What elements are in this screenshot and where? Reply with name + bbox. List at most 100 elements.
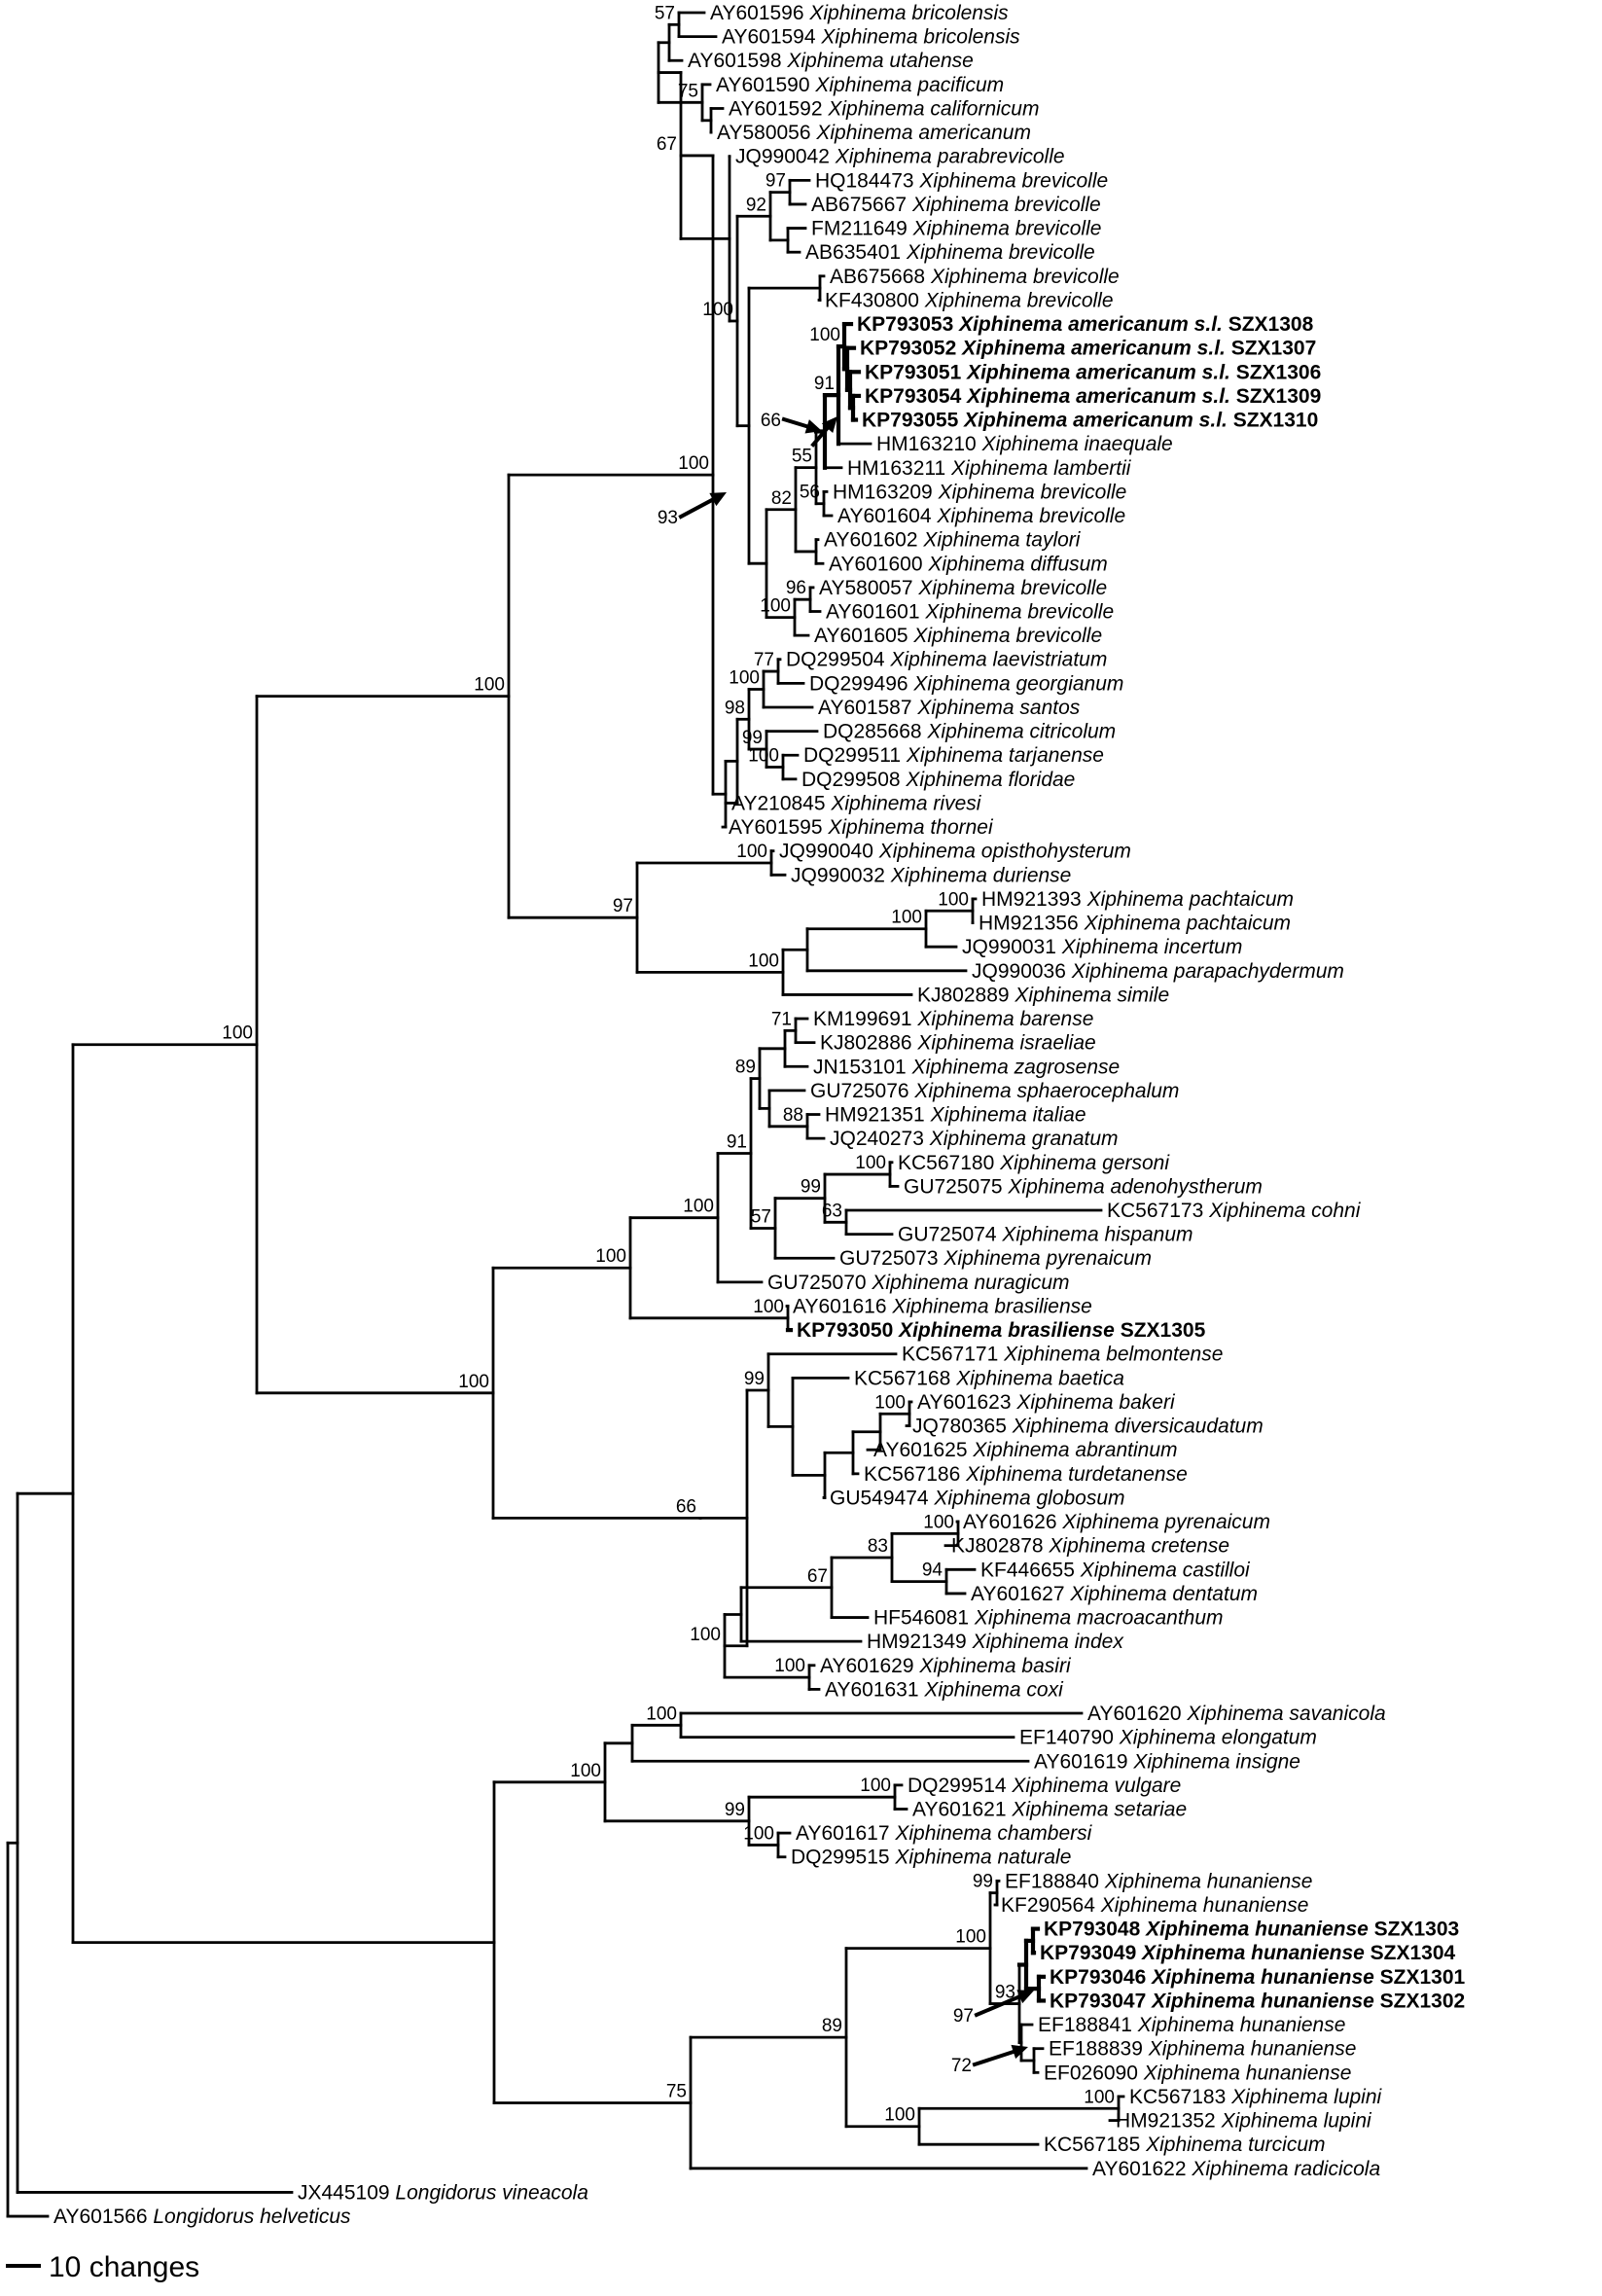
clade-arrow-shaft (678, 496, 716, 520)
bootstrap-label: 100 (923, 1512, 954, 1532)
clade-arrow-head (1016, 1990, 1034, 2004)
leaf-label: JQ990031 Xiphinema incertum (962, 936, 1242, 958)
leaf-label: AY601626 Xiphinema pyrenaicum (963, 1511, 1270, 1533)
leaf-label: AY601627 Xiphinema dentatum (971, 1583, 1258, 1605)
leaf-label: KJ802886 Xiphinema israeliae (820, 1032, 1096, 1055)
leaf-label: JQ990036 Xiphinema parapachydermum (972, 960, 1344, 983)
leaf-label: AY601602 Xiphinema taylori (824, 529, 1082, 552)
leaf-label: DQ299508 Xiphinema floridae (801, 769, 1075, 791)
clade-arrow-head (709, 492, 727, 507)
bootstrap-label: 55 (792, 447, 812, 467)
leaf-label: AY601592 Xiphinema californicum (729, 97, 1039, 120)
leaf-label: AY601601 Xiphinema brevicolle (826, 601, 1114, 624)
leaf-label: JQ240273 Xiphinema granatum (830, 1128, 1119, 1150)
leaf-label: KJ802878 Xiphinema cretense (951, 1535, 1229, 1558)
bootstrap-label: 93 (995, 1983, 1015, 2003)
bootstrap-label: 56 (800, 483, 820, 503)
bootstrap-label: 91 (727, 1132, 747, 1153)
leaf-label: KP793049 Xiphinema hunaniense SZX1304 (1040, 1942, 1456, 1964)
leaf-label: AY601587 Xiphinema santos (818, 697, 1081, 719)
bootstrap-label: 100 (774, 1656, 805, 1676)
bootstrap-label: 100 (748, 746, 779, 767)
clade-arrow-shaft (974, 1993, 1022, 2018)
bootstrap-label: 97 (613, 896, 633, 916)
bootstrap-label: 100 (874, 1392, 906, 1413)
leaf-label: AY601616 Xiphinema brasiliense (793, 1295, 1092, 1317)
leaf-label: HM163209 Xiphinema brevicolle (833, 481, 1126, 503)
leaf-label: KP793054 Xiphinema americanum s.l. SZX13… (865, 385, 1321, 408)
leaf-label: KP793048 Xiphinema hunaniense SZX1303 (1044, 1919, 1459, 1941)
leaf-label: KC567168 Xiphinema baetica (854, 1367, 1124, 1389)
leaf-label: JQ990040 Xiphinema opisthohysterum (779, 841, 1131, 863)
clade-arrow-head (804, 419, 822, 434)
leaf-label: AB635401 Xiphinema brevicolle (805, 241, 1095, 264)
bootstrap-label: 100 (891, 908, 922, 928)
bootstrap-label: 100 (646, 1704, 677, 1724)
leaf-label: KC567185 Xiphinema turcicum (1044, 2134, 1326, 2156)
bootstrap-label: 66 (676, 1496, 696, 1517)
leaf-label: GU725073 Xiphinema pyrenaicum (839, 1247, 1152, 1270)
bootstrap-label: 99 (725, 1800, 745, 1820)
leaf-label: EF188840 Xiphinema hunaniense (1005, 1870, 1312, 1892)
arrow-bootstrap-label: 66 (761, 411, 781, 431)
leaf-label: JQ780365 Xiphinema diversicaudatum (912, 1416, 1264, 1438)
leaf-label: AY601598 Xiphinema utahense (688, 50, 974, 72)
leaf-label: EF026090 Xiphinema hunaniense (1044, 2062, 1351, 2084)
leaf-label: AY601595 Xiphinema thornei (729, 816, 994, 839)
bootstrap-label: 100 (884, 2105, 915, 2126)
bootstrap-label: 83 (868, 1536, 888, 1557)
leaf-label: KJ802889 Xiphinema simile (917, 984, 1169, 1006)
leaf-label: AY601566 Longidorus helveticus (53, 2206, 351, 2228)
bootstrap-label: 100 (809, 325, 840, 345)
leaf-label: KP793047 Xiphinema hunaniense SZX1302 (1050, 1990, 1465, 2012)
leaf-label: AY601617 Xiphinema chambersi (796, 1822, 1093, 1845)
bootstrap-label: 100 (748, 951, 779, 971)
leaf-label: DQ299514 Xiphinema vulgare (908, 1775, 1181, 1797)
bootstrap-label: 94 (922, 1561, 943, 1581)
bootstrap-label: 89 (735, 1058, 756, 1078)
arrow-bootstrap-label: 72 (951, 2056, 972, 2076)
bootstrap-label: 99 (742, 728, 763, 748)
bootstrap-label: 57 (655, 3, 675, 23)
leaf-label: DQ285668 Xiphinema citricolum (823, 721, 1116, 743)
bootstrap-label: 100 (690, 1625, 721, 1645)
leaf-label: AY601619 Xiphinema insigne (1034, 1750, 1300, 1773)
bootstrap-label: 67 (657, 134, 677, 155)
leaf-label: KP793055 Xiphinema americanum s.l. SZX13… (862, 410, 1318, 432)
leaf-label: AY601596 Xiphinema bricolensis (710, 2, 1009, 24)
arrow-bootstrap-label: 93 (658, 508, 678, 528)
leaf-label: JQ990032 Xiphinema duriense (791, 864, 1071, 886)
leaf-label: HQ184473 Xiphinema brevicolle (815, 169, 1108, 192)
leaf-label: AY601623 Xiphinema bakeri (917, 1391, 1176, 1414)
bootstrap-label: 100 (678, 453, 709, 474)
bootstrap-label: 100 (683, 1197, 714, 1217)
bootstrap-label: 97 (765, 171, 786, 192)
bootstrap-label: 100 (570, 1761, 601, 1781)
bootstrap-label: 100 (753, 1297, 784, 1317)
leaf-label: DQ299504 Xiphinema laevistriatum (786, 649, 1107, 671)
bootstrap-label: 71 (771, 1009, 792, 1029)
leaf-label: HM163210 Xiphinema inaequale (876, 433, 1173, 455)
leaf-label: HM163211 Xiphinema lambertii (847, 457, 1132, 480)
leaf-label: HM921393 Xiphinema pachtaicum (981, 888, 1294, 911)
leaf-label: DQ299515 Xiphinema naturale (791, 1847, 1071, 1869)
bootstrap-label: 100 (474, 675, 505, 696)
clade-arrow-shaft (810, 425, 831, 448)
leaf-label: KP793051 Xiphinema americanum s.l. SZX13… (865, 361, 1321, 383)
leaf-label: AY210845 Xiphinema rivesi (731, 792, 982, 814)
leaf-label: GU725075 Xiphinema adenohystherum (904, 1175, 1263, 1198)
leaf-label: GU725076 Xiphinema sphaerocephalum (810, 1080, 1179, 1102)
bootstrap-label: 100 (760, 596, 791, 617)
bootstrap-label: 98 (725, 698, 745, 718)
bootstrap-label: 100 (860, 1776, 891, 1796)
leaf-label: JQ990042 Xiphinema parabrevicolle (735, 146, 1065, 168)
leaf-label: EF188841 Xiphinema hunaniense (1038, 2014, 1345, 2036)
leaf-label: DQ299511 Xiphinema tarjanense (803, 744, 1104, 767)
bootstrap-label: 67 (807, 1566, 828, 1587)
bootstrap-label: 91 (814, 374, 835, 394)
leaf-label: HM921352 Xiphinema lupini (1116, 2110, 1372, 2133)
bootstrap-label: 99 (801, 1177, 821, 1198)
leaf-label: KC567183 Xiphinema lupini (1129, 2086, 1383, 2108)
leaf-label: AY601620 Xiphinema savanicola (1087, 1703, 1386, 1725)
leaf-label: GU725074 Xiphinema hispanum (898, 1224, 1193, 1246)
